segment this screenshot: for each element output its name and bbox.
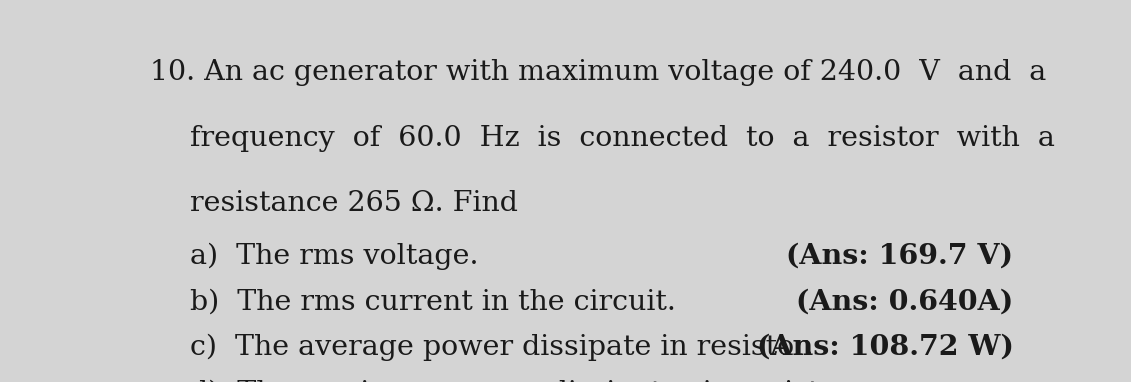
Text: b)  The rms current in the circuit.: b) The rms current in the circuit. <box>190 288 675 316</box>
Text: resistance 265 Ω. Find: resistance 265 Ω. Find <box>190 190 518 217</box>
Text: (Ans: 108.72 W): (Ans: 108.72 W) <box>757 334 1013 361</box>
Text: (Ans: 169.7 V): (Ans: 169.7 V) <box>786 243 1013 270</box>
Text: (Ans: 0.640A): (Ans: 0.640A) <box>796 288 1013 316</box>
Text: 10. An ac generator with maximum voltage of 240.0  V  and  a: 10. An ac generator with maximum voltage… <box>150 59 1046 86</box>
Text: d)  The maximum power dissipates in resistor.: d) The maximum power dissipates in resis… <box>190 380 855 382</box>
Text: c)  The average power dissipate in resistor.: c) The average power dissipate in resist… <box>190 334 813 361</box>
Text: a)  The rms voltage.: a) The rms voltage. <box>190 243 478 270</box>
Text: frequency  of  60.0  Hz  is  connected  to  a  resistor  with  a: frequency of 60.0 Hz is connected to a r… <box>190 125 1054 152</box>
